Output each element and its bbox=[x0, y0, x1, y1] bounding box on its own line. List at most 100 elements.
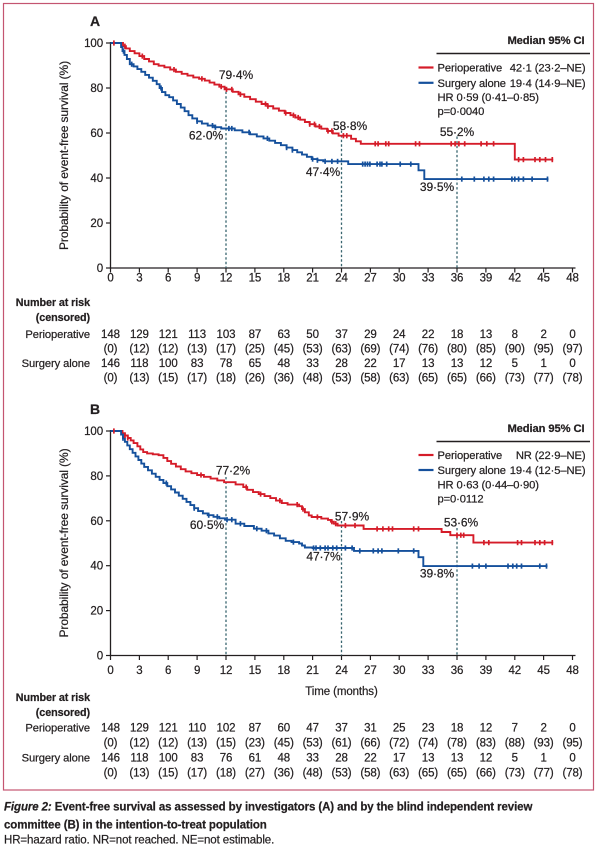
svg-text:(66): (66) bbox=[476, 768, 496, 780]
svg-text:1: 1 bbox=[540, 753, 546, 765]
svg-text:(13): (13) bbox=[187, 738, 207, 750]
svg-text:28: 28 bbox=[335, 753, 348, 765]
svg-text:(12): (12) bbox=[158, 738, 178, 750]
svg-text:58·8%: 58·8% bbox=[333, 119, 368, 133]
svg-text:57·9%: 57·9% bbox=[335, 509, 370, 523]
svg-text:Perioperative: Perioperative bbox=[25, 329, 90, 341]
svg-text:0: 0 bbox=[107, 273, 113, 285]
svg-text:60: 60 bbox=[90, 128, 103, 140]
svg-text:83: 83 bbox=[191, 358, 204, 370]
svg-text:129: 129 bbox=[130, 329, 149, 341]
svg-text:77·2%: 77·2% bbox=[216, 463, 251, 477]
svg-text:Surgery alone: Surgery alone bbox=[22, 358, 90, 370]
svg-text:12: 12 bbox=[480, 723, 493, 735]
svg-text:(12): (12) bbox=[129, 738, 149, 750]
svg-text:(15): (15) bbox=[216, 738, 236, 750]
svg-text:HR 0·59 (0·41–0·85): HR 0·59 (0·41–0·85) bbox=[438, 92, 540, 104]
svg-text:2: 2 bbox=[540, 723, 546, 735]
svg-text:(13): (13) bbox=[129, 373, 149, 385]
svg-text:22: 22 bbox=[364, 358, 377, 370]
svg-text:40: 40 bbox=[90, 561, 103, 573]
svg-text:78: 78 bbox=[220, 358, 233, 370]
svg-text:103: 103 bbox=[217, 329, 236, 341]
svg-text:(80): (80) bbox=[447, 344, 467, 356]
svg-text:37: 37 bbox=[335, 723, 348, 735]
svg-text:0: 0 bbox=[569, 358, 575, 370]
svg-text:148: 148 bbox=[101, 723, 120, 735]
svg-text:17: 17 bbox=[393, 358, 406, 370]
svg-text:53·6%: 53·6% bbox=[444, 515, 479, 529]
svg-text:(77): (77) bbox=[534, 373, 554, 385]
svg-text:42: 42 bbox=[509, 273, 522, 285]
svg-text:45: 45 bbox=[537, 665, 550, 677]
svg-text:Surgery alone: Surgery alone bbox=[438, 465, 506, 477]
svg-text:40: 40 bbox=[90, 173, 103, 185]
svg-text:19·4 (12·5–NE): 19·4 (12·5–NE) bbox=[510, 465, 586, 477]
svg-text:50: 50 bbox=[306, 329, 319, 341]
svg-text:(13): (13) bbox=[129, 768, 149, 780]
svg-text:Probability of event-free surv: Probability of event-free survival (%) bbox=[57, 448, 71, 637]
svg-text:20: 20 bbox=[90, 606, 103, 618]
svg-text:(0): (0) bbox=[104, 768, 118, 780]
svg-text:48: 48 bbox=[278, 358, 291, 370]
svg-text:(censored): (censored) bbox=[36, 312, 91, 324]
svg-text:36: 36 bbox=[451, 273, 464, 285]
svg-text:A: A bbox=[90, 13, 100, 29]
svg-text:(12): (12) bbox=[158, 344, 178, 356]
svg-text:3: 3 bbox=[136, 273, 142, 285]
svg-text:(78): (78) bbox=[562, 373, 582, 385]
svg-text:(18): (18) bbox=[216, 768, 236, 780]
svg-text:(58): (58) bbox=[360, 373, 380, 385]
svg-text:0: 0 bbox=[97, 651, 103, 663]
svg-text:61: 61 bbox=[249, 753, 262, 765]
svg-text:33: 33 bbox=[422, 665, 435, 677]
svg-text:(25): (25) bbox=[245, 344, 265, 356]
svg-text:(26): (26) bbox=[245, 373, 265, 385]
svg-text:12: 12 bbox=[480, 753, 493, 765]
svg-text:100: 100 bbox=[84, 426, 103, 438]
svg-text:28: 28 bbox=[335, 358, 348, 370]
svg-text:15: 15 bbox=[249, 273, 262, 285]
svg-text:33: 33 bbox=[422, 273, 435, 285]
svg-text:(58): (58) bbox=[360, 768, 380, 780]
svg-text:24: 24 bbox=[335, 273, 348, 285]
svg-text:100: 100 bbox=[159, 358, 178, 370]
svg-text:(78): (78) bbox=[447, 738, 467, 750]
svg-text:(15): (15) bbox=[158, 373, 178, 385]
svg-text:13: 13 bbox=[422, 358, 435, 370]
svg-text:87: 87 bbox=[249, 723, 262, 735]
svg-text:9: 9 bbox=[194, 665, 200, 677]
svg-text:HR=hazard ratio. NR=not reache: HR=hazard ratio. NR=not reached. NE=not … bbox=[4, 835, 274, 847]
svg-text:(65): (65) bbox=[447, 373, 467, 385]
svg-text:29: 29 bbox=[364, 329, 377, 341]
svg-text:129: 129 bbox=[130, 723, 149, 735]
svg-text:(65): (65) bbox=[418, 373, 438, 385]
svg-text:18: 18 bbox=[278, 273, 291, 285]
svg-text:113: 113 bbox=[188, 329, 206, 341]
svg-text:(17): (17) bbox=[187, 373, 207, 385]
svg-text:31: 31 bbox=[364, 723, 377, 735]
svg-text:48: 48 bbox=[278, 753, 291, 765]
svg-text:62·0%: 62·0% bbox=[189, 128, 224, 142]
svg-text:(74): (74) bbox=[389, 344, 409, 356]
svg-text:B: B bbox=[90, 401, 100, 417]
svg-text:3: 3 bbox=[136, 665, 142, 677]
svg-text:27: 27 bbox=[364, 273, 377, 285]
svg-text:83: 83 bbox=[191, 753, 204, 765]
svg-text:Perioperative: Perioperative bbox=[438, 63, 503, 75]
svg-text:(69): (69) bbox=[360, 344, 380, 356]
svg-text:65: 65 bbox=[249, 358, 262, 370]
svg-text:39·8%: 39·8% bbox=[420, 566, 455, 580]
svg-text:(73): (73) bbox=[505, 768, 525, 780]
svg-text:(72): (72) bbox=[389, 738, 409, 750]
svg-text:0: 0 bbox=[569, 753, 575, 765]
svg-text:87: 87 bbox=[249, 329, 262, 341]
svg-text:12: 12 bbox=[480, 358, 493, 370]
svg-text:(36): (36) bbox=[274, 768, 294, 780]
svg-text:(23): (23) bbox=[245, 738, 265, 750]
svg-text:21: 21 bbox=[306, 273, 319, 285]
svg-text:60·5%: 60·5% bbox=[190, 518, 225, 532]
svg-text:42: 42 bbox=[509, 665, 522, 677]
svg-text:Median 95% CI: Median 95% CI bbox=[507, 35, 584, 47]
svg-text:13: 13 bbox=[451, 753, 464, 765]
